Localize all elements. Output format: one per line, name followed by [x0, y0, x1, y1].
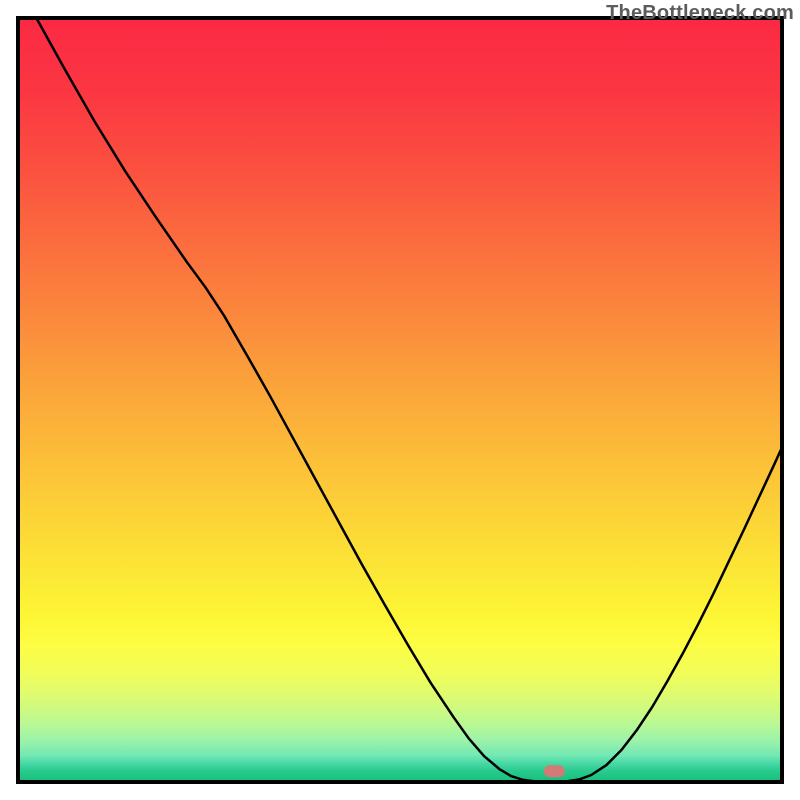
watermark-text: TheBottleneck.com: [606, 2, 794, 25]
optimal-marker: [544, 765, 565, 777]
plot-background: [18, 18, 782, 782]
chart-container: TheBottleneck.com: [0, 0, 800, 800]
bottleneck-chart: [0, 0, 800, 800]
